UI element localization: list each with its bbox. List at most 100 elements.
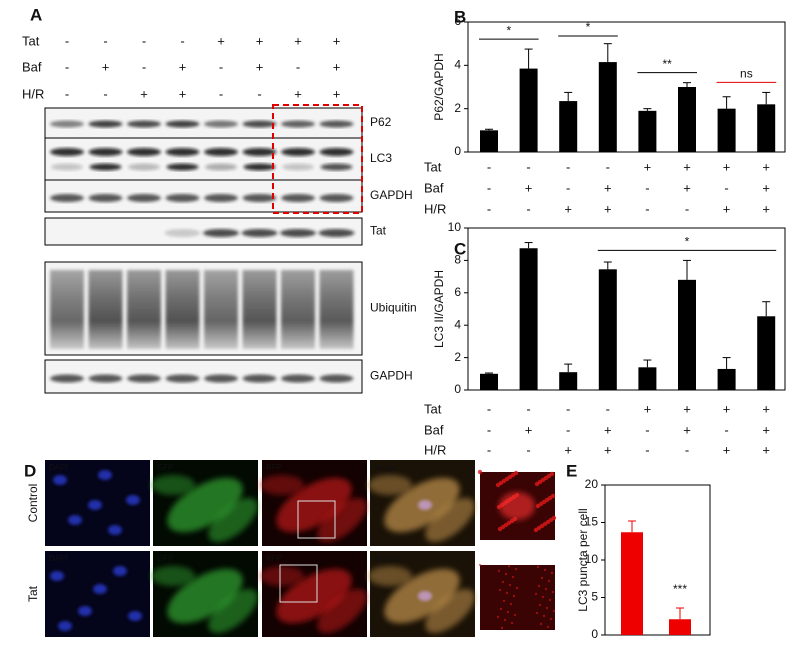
- cell: [276, 477, 352, 533]
- band: [166, 163, 199, 171]
- blot-label: GAPDH: [370, 188, 413, 202]
- condition-sign: +: [179, 86, 187, 101]
- condition-sign: -: [685, 442, 689, 457]
- puncta: [548, 598, 552, 602]
- band: [165, 374, 200, 383]
- nucleus: [128, 611, 142, 621]
- puncta: [547, 579, 551, 583]
- condition-sign: -: [566, 180, 570, 195]
- channel-label: Merge: [374, 463, 397, 472]
- y-tick-label: 4: [454, 317, 461, 331]
- smear: [204, 270, 238, 349]
- condition-label: H/R: [424, 201, 446, 216]
- condition-sign: -: [219, 86, 223, 101]
- y-tick-label: 15: [585, 515, 599, 529]
- condition-label: Baf: [424, 422, 444, 437]
- nucleus: [78, 606, 92, 616]
- condition-sign: -: [180, 33, 184, 48]
- puncta: [507, 564, 511, 568]
- error-bar: [722, 357, 731, 369]
- band: [241, 229, 278, 237]
- band: [319, 120, 354, 128]
- puncta: [477, 469, 483, 475]
- puncta: [499, 607, 503, 611]
- panel-label: D: [24, 461, 36, 480]
- plot-frame: [467, 21, 786, 153]
- band: [127, 148, 161, 156]
- cell: [368, 566, 412, 586]
- condition-sign: -: [219, 59, 223, 74]
- bar: [519, 68, 538, 152]
- panel-label: A: [30, 5, 42, 24]
- condition-sign: +: [525, 180, 533, 195]
- band: [281, 194, 315, 202]
- band: [50, 120, 84, 128]
- band: [165, 194, 200, 202]
- band: [127, 374, 161, 383]
- error-bar: [564, 91, 573, 102]
- band: [51, 163, 83, 171]
- smear: [281, 270, 315, 349]
- error-bar: [603, 43, 612, 63]
- error-bar: [603, 261, 612, 270]
- y-tick-label: 2: [454, 101, 461, 115]
- condition-sign: -: [487, 422, 491, 437]
- puncta: [534, 481, 540, 487]
- zoom-region: [279, 564, 318, 603]
- bar: [638, 110, 657, 152]
- condition-label: H/R: [22, 86, 44, 101]
- condition-sign: +: [762, 401, 770, 416]
- puncta: [540, 576, 544, 580]
- condition-sign: -: [257, 86, 261, 101]
- panel-label: B: [454, 7, 466, 26]
- condition-sign: +: [723, 401, 731, 416]
- condition-sign: -: [526, 401, 530, 416]
- puncta: [504, 572, 508, 576]
- band: [204, 120, 238, 128]
- cell: [317, 497, 367, 543]
- condition-sign: -: [526, 442, 530, 457]
- condition-label: Tat: [424, 401, 442, 416]
- puncta: [514, 567, 518, 571]
- condition-sign: +: [179, 59, 187, 74]
- channel-label: GFP: [157, 463, 173, 472]
- y-tick-label: 6: [454, 14, 461, 28]
- band: [50, 148, 84, 156]
- y-axis-label: P62/GAPDH: [432, 53, 446, 120]
- condition-sign: +: [102, 59, 110, 74]
- puncta: [551, 590, 555, 594]
- puncta: [546, 625, 550, 629]
- condition-sign: -: [487, 401, 491, 416]
- band: [88, 148, 123, 156]
- band: [50, 374, 84, 383]
- condition-sign: -: [526, 159, 530, 174]
- condition-sign: -: [606, 401, 610, 416]
- bar: [559, 372, 578, 390]
- band: [205, 163, 237, 171]
- error-bar: [722, 96, 731, 109]
- cell: [276, 568, 352, 624]
- error-bar: [628, 520, 636, 533]
- cell: [167, 477, 243, 533]
- band: [165, 120, 200, 128]
- bar: [559, 101, 578, 152]
- condition-sign: +: [333, 86, 341, 101]
- blot-label: Ubiquitin: [370, 301, 417, 315]
- bar: [757, 104, 776, 152]
- y-axis-label: LC3 puncta per cell: [576, 508, 590, 611]
- bar: [598, 62, 617, 153]
- condition-sign: +: [294, 33, 302, 48]
- band: [127, 120, 161, 128]
- puncta: [552, 609, 556, 613]
- band: [204, 194, 238, 202]
- bar: [480, 373, 498, 390]
- cell: [208, 588, 258, 634]
- nucleus: [53, 475, 67, 485]
- condition-sign: +: [683, 159, 691, 174]
- band: [319, 194, 354, 202]
- smear: [242, 270, 277, 349]
- condition-sign: -: [566, 401, 570, 416]
- puncta: [502, 599, 506, 603]
- puncta: [536, 565, 540, 569]
- smear: [165, 270, 200, 349]
